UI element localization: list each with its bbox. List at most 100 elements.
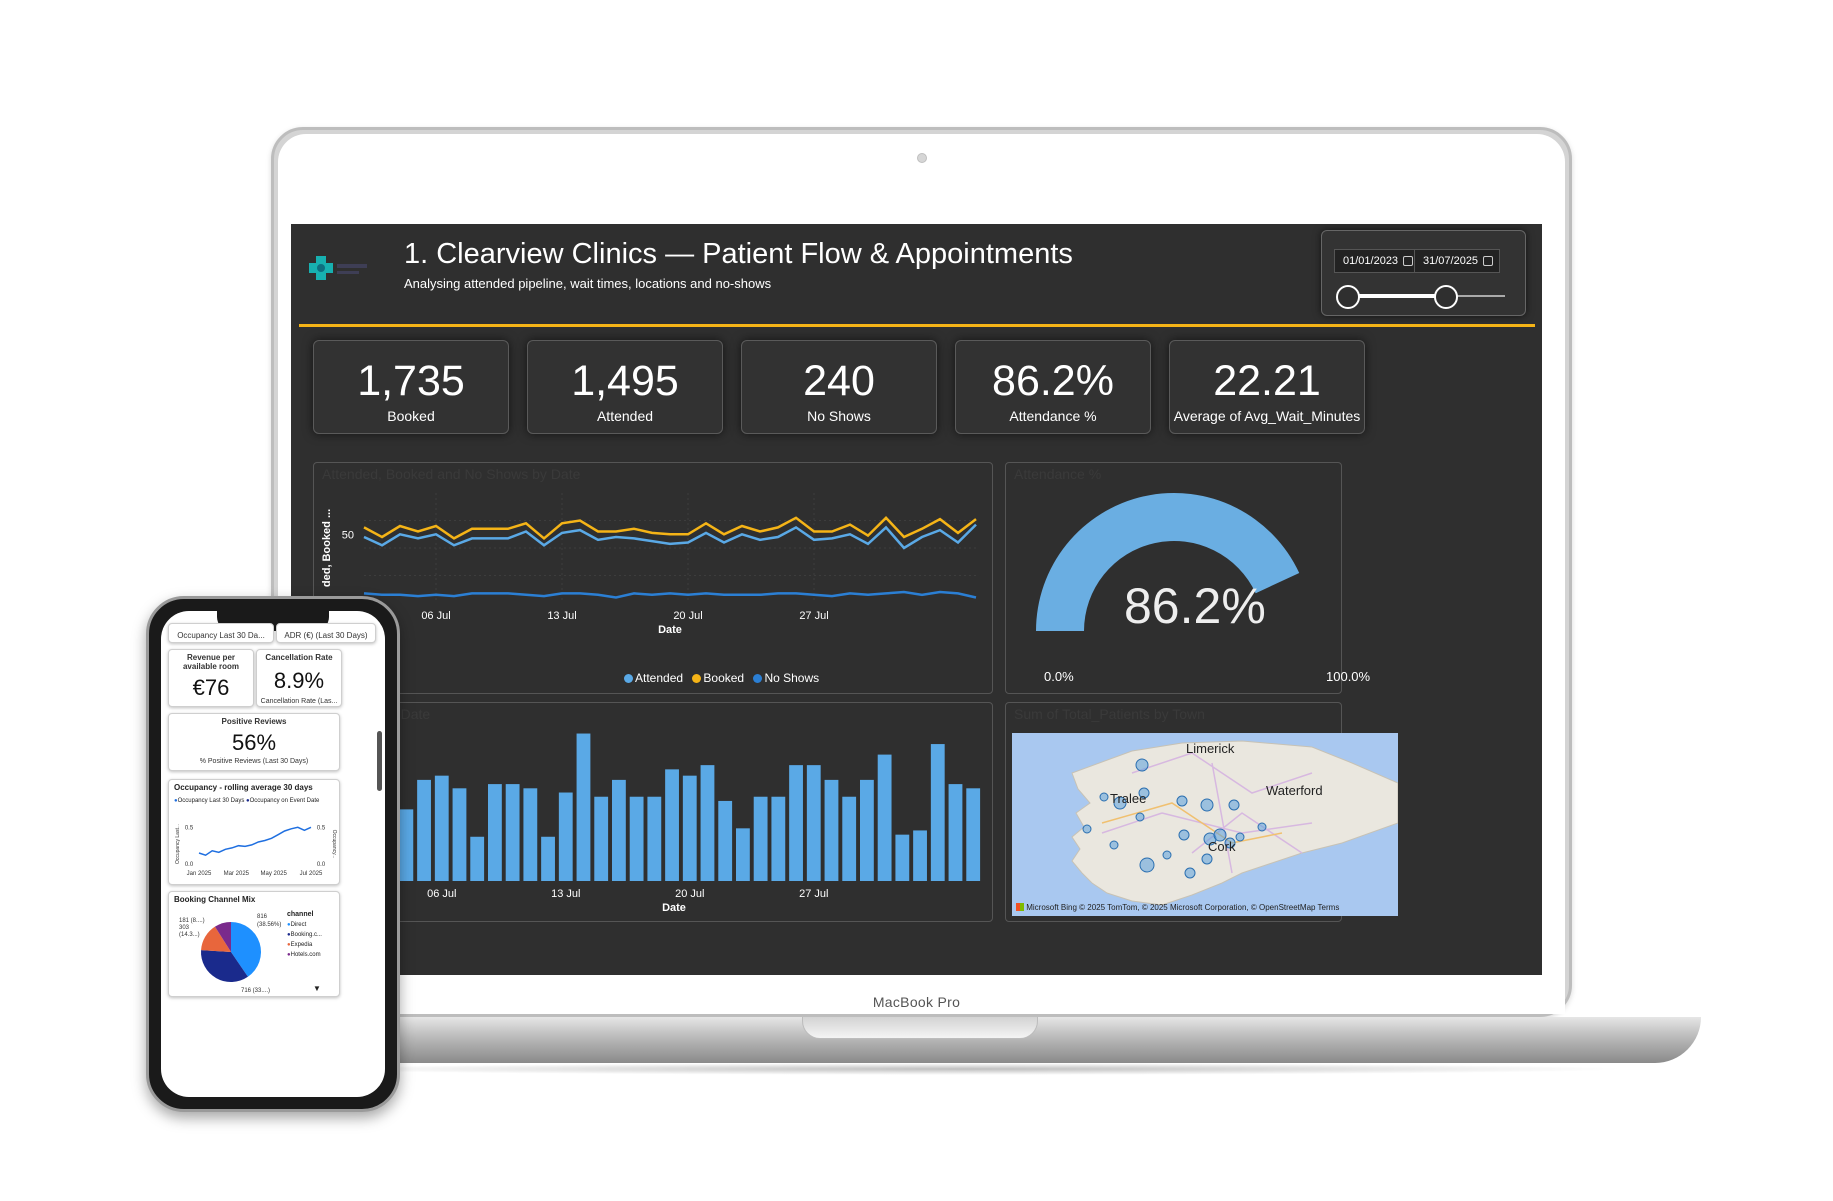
bar xyxy=(771,796,786,881)
m-card-occupancy[interactable]: Occupancy Last 30 Da... xyxy=(168,623,274,643)
series-line-attended xyxy=(363,523,977,550)
laptop-label: MacBook Pro xyxy=(872,994,961,1010)
kpi-card-attended[interactable]: 1,495 Attended xyxy=(527,340,723,434)
x-axis-label: Date xyxy=(662,902,686,914)
kpi-card-attendance-pct[interactable]: 86.2% Attendance % xyxy=(955,340,1151,434)
bar-chart[interactable]: 06 Jul 13 Jul 20 Jul 27 Jul Date xyxy=(314,703,994,923)
bar xyxy=(558,792,573,881)
bar xyxy=(877,754,892,881)
m-y-tick-label: 0.0 xyxy=(317,862,326,868)
m-y-tick-label: 0.5 xyxy=(185,825,194,831)
bar xyxy=(523,788,538,881)
kpi-card-booked[interactable]: 1,735 Booked xyxy=(313,340,509,434)
m-channel-mix-card[interactable]: Booking Channel Mix 816 (38.56%) 181 (8...… xyxy=(168,891,340,997)
kpi-card-no-shows[interactable]: 240 No Shows xyxy=(741,340,937,434)
end-date-input[interactable]: 31/07/2025 xyxy=(1414,249,1500,273)
bar xyxy=(629,796,644,881)
x-tick-label: 13 Jul xyxy=(551,888,580,900)
kpi-card-avg-wait[interactable]: 22.21 Average of Avg_Wait_Minutes xyxy=(1169,340,1365,434)
m-chart-title: Booking Channel Mix xyxy=(174,895,256,904)
clinic-logo-icon xyxy=(309,256,367,280)
m-card-value: €76 xyxy=(192,675,230,700)
laptop-shadow xyxy=(300,1063,1630,1075)
kpi-value: 1,735 xyxy=(357,357,465,405)
m-legend-item[interactable]: ●Booking.c... xyxy=(287,932,322,938)
bar xyxy=(824,779,839,881)
m-card-reviews[interactable]: Positive Reviews 56% % Positive Reviews … xyxy=(168,713,340,771)
map-land xyxy=(1071,740,1398,906)
m-card-label: Revenue per available room xyxy=(182,653,240,671)
gauge-min-label: 0.0% xyxy=(1044,669,1074,684)
kpi-value: 22.21 xyxy=(1213,357,1321,405)
m-card-label: ADR (€) (Last 30 Days) xyxy=(284,631,368,640)
date-slider-end-handle[interactable] xyxy=(1434,285,1458,309)
header-divider xyxy=(299,324,1535,327)
m-legend-item[interactable]: ●Expedia xyxy=(287,942,313,948)
dashboard-screen: 1. Clearview Clinics — Patient Flow & Ap… xyxy=(291,224,1542,975)
gauge-fill-arc xyxy=(1036,492,1300,631)
gauge-chart[interactable] xyxy=(1006,463,1343,695)
calendar-icon[interactable] xyxy=(1483,256,1493,266)
line-chart-legend: Attended Booked No Shows xyxy=(624,671,825,685)
bar xyxy=(665,769,679,881)
m-channel-pie-chart[interactable]: 816 (38.56%) 181 (8....)303(14.3...) 716 (3… xyxy=(169,892,341,998)
m-card-label: Cancellation Rate xyxy=(265,653,333,662)
kpi-label: No Shows xyxy=(807,408,871,424)
m-card-sub: Cancellation Rate (Las... xyxy=(260,698,338,705)
kpi-value: 86.2% xyxy=(992,357,1114,405)
m-y-axis-label: Occupancy... xyxy=(331,830,337,859)
m-card-cancellation[interactable]: Cancellation Rate 8.9% Cancellation Rate… xyxy=(256,649,342,707)
m-legend-item[interactable]: ●Hotels.com xyxy=(287,952,321,958)
date-slider-start-handle[interactable] xyxy=(1336,285,1360,309)
map-panel[interactable]: Sum of Total_Patients by Town xyxy=(1005,702,1398,922)
map-canvas[interactable]: Limerick Tralee Waterford Cork Microsoft… xyxy=(1012,733,1398,916)
m-legend-label: Hotels.com xyxy=(290,952,321,958)
x-tick-label: 20 Jul xyxy=(673,610,702,622)
legend-item-booked[interactable]: Booked xyxy=(692,671,744,685)
bar xyxy=(594,796,609,881)
legend-item-no-shows[interactable]: No Shows xyxy=(753,671,819,685)
camera-icon xyxy=(916,153,927,163)
series-line-booked xyxy=(363,516,977,541)
series-line-no-shows xyxy=(363,590,977,599)
legend-item-attended[interactable]: Attended xyxy=(624,671,683,685)
y-tick-label: 50 xyxy=(342,529,354,541)
x-tick-label: 27 Jul xyxy=(799,888,828,900)
m-occupancy-line xyxy=(198,826,312,857)
pie-data-label: 716 (33....) xyxy=(241,988,270,994)
bar xyxy=(930,744,945,881)
bar xyxy=(576,733,591,881)
m-occupancy-line-chart[interactable]: Jan 2025 Mar 2025 May 2025 Jul 2025 0.5 0.0 0.… xyxy=(169,780,341,886)
start-date-text: 01/01/2023 xyxy=(1343,255,1399,267)
bar xyxy=(452,788,467,881)
gauge-panel[interactable]: Attendance % 86.2% 0.0% 100.0% xyxy=(1005,462,1370,695)
phone-scrollbar[interactable] xyxy=(377,731,382,791)
m-card-value: 56% xyxy=(231,730,277,755)
m-legend-label: Occupancy Last 30 Days xyxy=(177,798,245,804)
pie-slice xyxy=(201,926,231,952)
y-axis-label: ded, Booked ... xyxy=(321,509,333,587)
bar xyxy=(895,834,910,881)
legend-label: Booked xyxy=(703,671,745,685)
start-date-input[interactable]: 01/01/2023 xyxy=(1334,249,1420,273)
m-y-tick-label: 0.0 xyxy=(185,862,194,868)
kpi-label: Average of Avg_Wait_Minutes xyxy=(1173,408,1361,424)
m-occupancy-chart-card[interactable]: Occupancy - rolling average 30 days ●Occ… xyxy=(168,779,340,885)
map-credit-text[interactable]: © 2025 TomTom, © 2025 Microsoft Corporat… xyxy=(1079,903,1340,912)
line-chart[interactable]: 06 Jul 13 Jul 20 Jul 27 Jul 50 Date ded, Booke… xyxy=(314,463,994,695)
m-card-adr[interactable]: ADR (€) (Last 30 Days) xyxy=(276,623,376,643)
legend-label: No Shows xyxy=(764,671,820,685)
kpi-label: Attended xyxy=(596,408,654,424)
kpi-value: 1,495 xyxy=(571,357,679,405)
line-chart-panel[interactable]: Attended, Booked and No Shows by Date 06… xyxy=(313,462,993,694)
bar xyxy=(470,836,485,881)
kpi-value: 240 xyxy=(803,357,875,405)
chevron-down-icon[interactable]: ▼ xyxy=(313,984,321,993)
m-card-revpar[interactable]: Revenue per available room €76 xyxy=(168,649,254,707)
calendar-icon[interactable] xyxy=(1403,256,1413,266)
m-legend-item[interactable]: ●Direct xyxy=(287,922,307,928)
map-title: Sum of Total_Patients by Town xyxy=(1014,706,1205,722)
m-y-axis-label: Occupancy Last... xyxy=(175,824,181,864)
